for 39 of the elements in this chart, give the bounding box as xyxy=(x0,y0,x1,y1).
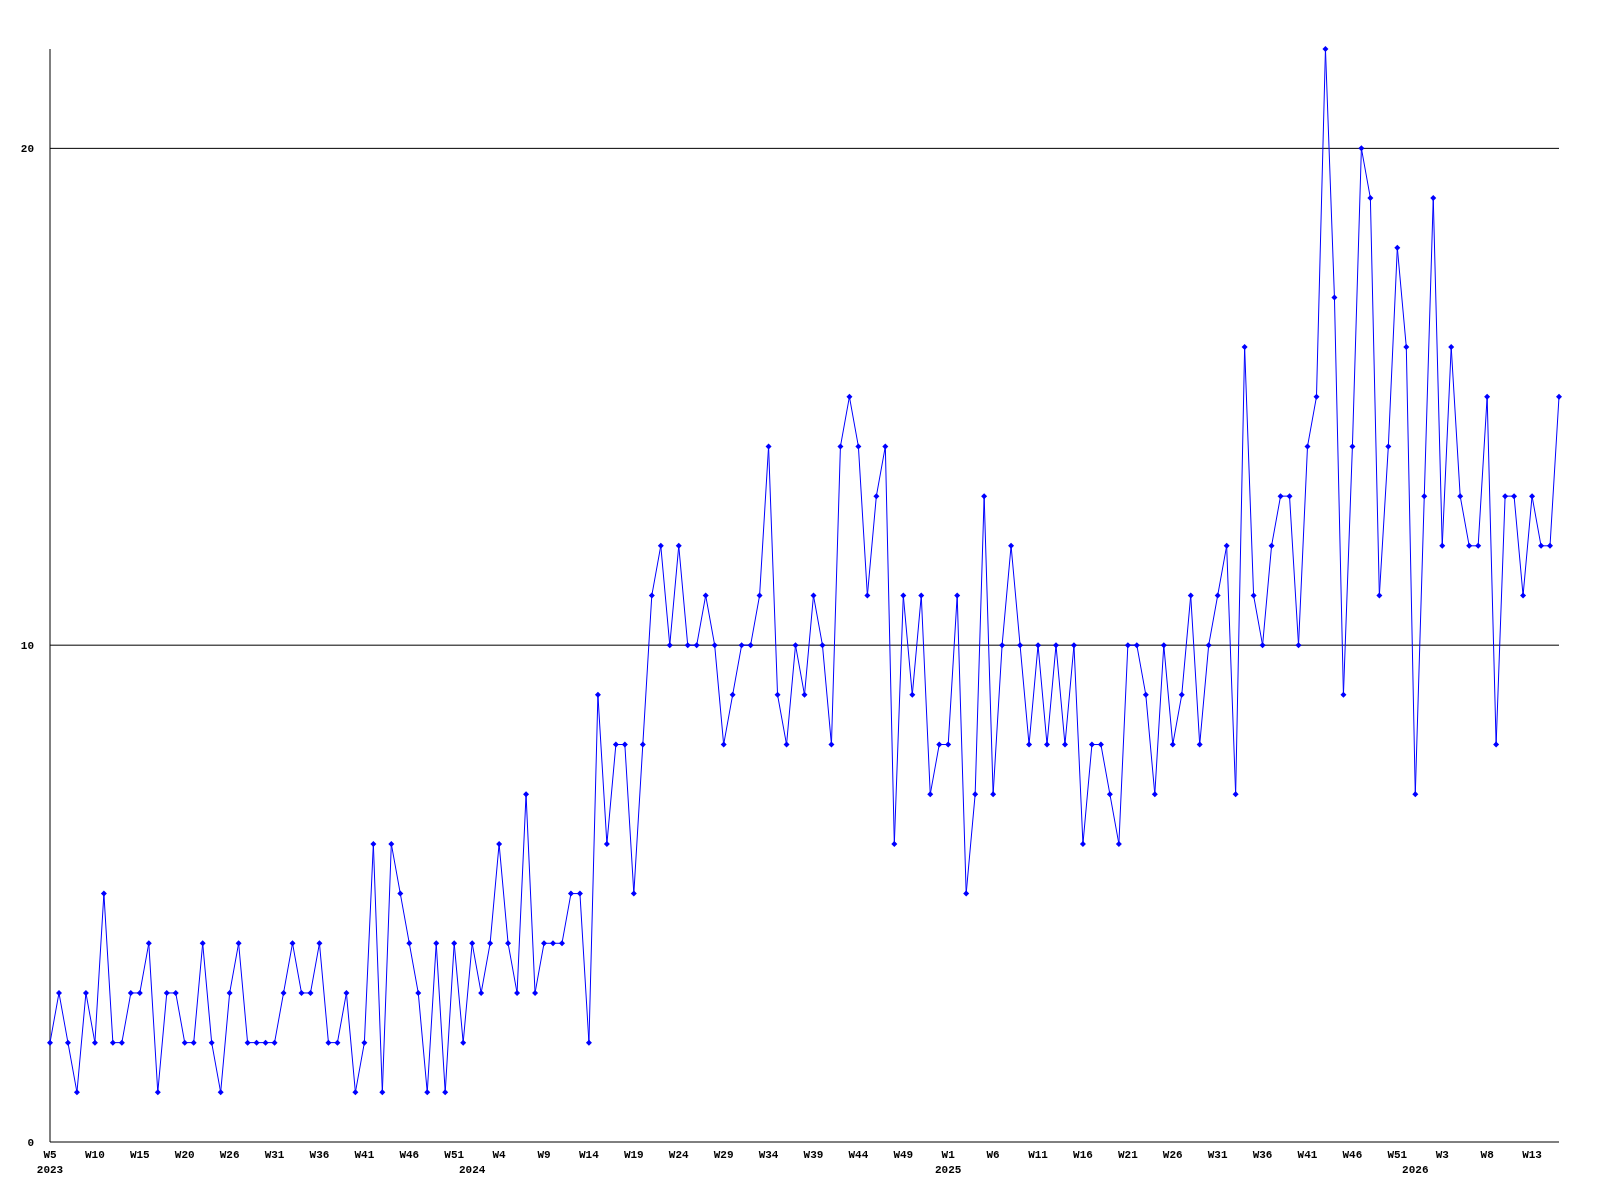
x-tick-label: W1 2025 xyxy=(935,1149,962,1176)
y-tick-label: 0 xyxy=(27,1137,34,1149)
x-tick-label: W3 xyxy=(1435,1149,1450,1161)
x-tick-label: W26 xyxy=(1162,1149,1183,1161)
x-tick-label: W21 xyxy=(1117,1149,1139,1161)
y-tick-label: 10 xyxy=(20,640,34,653)
x-tick-label: W29 xyxy=(713,1149,734,1161)
x-tick-label: W51 xyxy=(1387,1149,1408,1161)
x-tick-label: W49 xyxy=(893,1149,914,1161)
x-tick-label: W31 xyxy=(264,1149,285,1161)
x-tick-label: W4 xyxy=(492,1149,507,1161)
y-tick-label: 20 xyxy=(20,143,34,156)
x-tick-label: W6 xyxy=(986,1149,1000,1161)
x-tick-label: 2026 xyxy=(1402,1164,1429,1176)
x-tick-label: W36 xyxy=(1252,1149,1273,1161)
x-tick-label: W46 xyxy=(1342,1149,1363,1161)
x-tick-label: W26 xyxy=(219,1149,240,1161)
x-tick-label: W9 xyxy=(537,1149,551,1161)
x-tick-label: W36 xyxy=(309,1149,330,1161)
x-tick-label: W11 xyxy=(1028,1149,1049,1161)
x-tick-label: W8 xyxy=(1480,1149,1495,1161)
x-tick-label: W44 xyxy=(848,1149,869,1161)
x-tick-label: W31 xyxy=(1207,1149,1228,1161)
x-tick-label: 2024 xyxy=(458,1164,486,1176)
x-tick-label: W34 xyxy=(758,1149,779,1161)
x-tick-label: W15 xyxy=(129,1149,151,1161)
x-tick-label: W16 xyxy=(1073,1149,1093,1161)
x-tick-label: W13 xyxy=(1522,1149,1543,1161)
x-tick-label: W20 xyxy=(174,1149,195,1161)
x-tick-label: W39 xyxy=(803,1149,824,1161)
x-tick-label: W41 xyxy=(354,1149,375,1161)
x-tick-label: W51 xyxy=(444,1149,465,1161)
x-tick-label: W41 xyxy=(1297,1149,1318,1161)
x-tick-label: W19 xyxy=(623,1149,644,1161)
x-tick-label: W24 xyxy=(668,1149,690,1161)
x-tick-label: W46 xyxy=(399,1149,420,1161)
x-tick-label: W14 xyxy=(579,1149,600,1161)
x-tick-label: W5 2023 xyxy=(36,1149,64,1176)
x-tick-label: W10 xyxy=(85,1149,105,1161)
